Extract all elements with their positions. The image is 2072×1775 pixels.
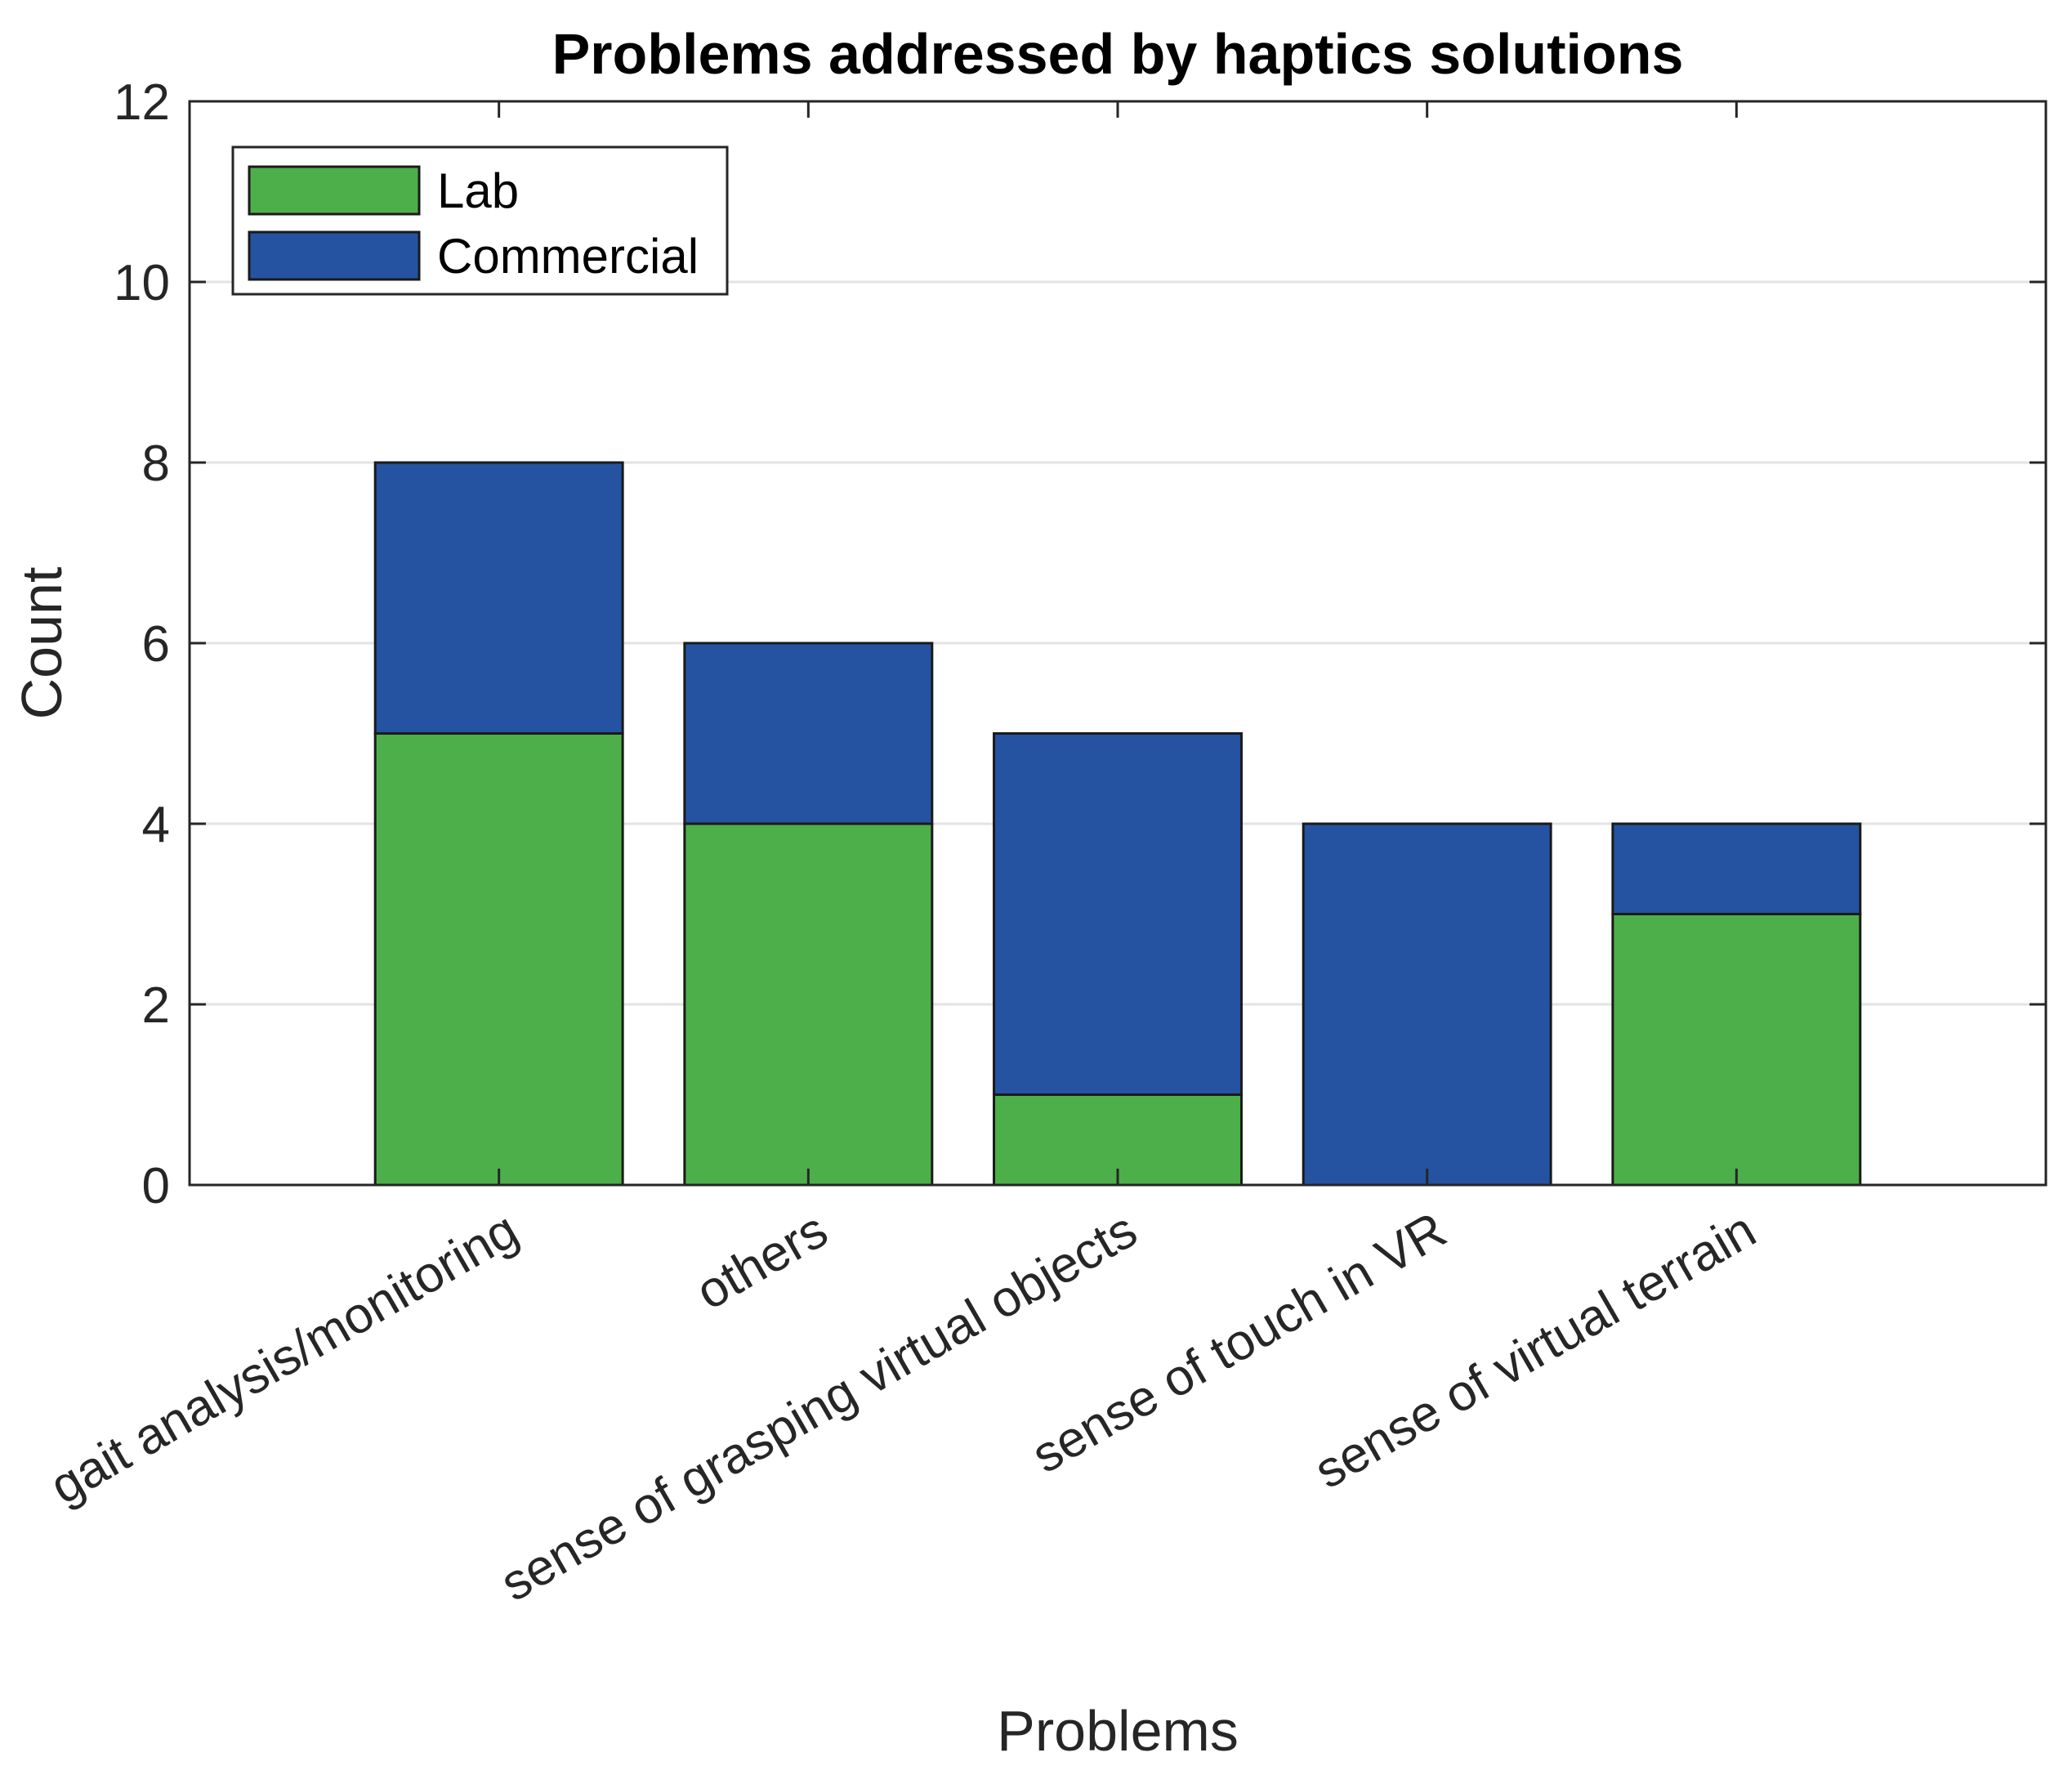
axis-ticks bbox=[190, 100, 2046, 1187]
x-axis-label: Problems bbox=[997, 1699, 1239, 1763]
bars bbox=[373, 461, 1862, 1187]
y-tick-label: 6 bbox=[142, 616, 170, 673]
y-tick-label: 8 bbox=[142, 436, 170, 492]
bar-lab-2 bbox=[683, 822, 934, 1187]
bar-commercial-1 bbox=[373, 461, 624, 735]
y-tick-label: 2 bbox=[142, 977, 170, 1034]
legend-label-lab: Lab bbox=[437, 163, 519, 218]
y-tick-label: 10 bbox=[114, 255, 170, 311]
bar-lab-5 bbox=[1611, 913, 1862, 1187]
y-tick-label: 4 bbox=[142, 797, 170, 853]
bar-lab-1 bbox=[373, 732, 624, 1187]
legend-swatch-commercial bbox=[248, 230, 421, 281]
chart-title: Problems addressed by haptics solutions bbox=[552, 22, 1684, 86]
legend-label-commercial: Commercial bbox=[437, 229, 699, 284]
legend-swatch-lab bbox=[248, 165, 421, 216]
y-axis-label: Count bbox=[10, 567, 74, 720]
legend: Lab Commercial bbox=[231, 145, 729, 296]
y-tick-labels: 0 2 4 6 8 10 12 bbox=[114, 74, 170, 1214]
bar-commercial-4 bbox=[1302, 822, 1552, 1187]
x-tick-label: others bbox=[687, 1201, 837, 1321]
bar-commercial-2 bbox=[683, 642, 934, 825]
x-tick-label: gait analysis/monitoring bbox=[41, 1201, 528, 1515]
y-tick-label: 0 bbox=[142, 1158, 170, 1214]
bar-commercial-3 bbox=[993, 732, 1243, 1096]
x-tick-label: sense of grasping virtual objects bbox=[491, 1201, 1146, 1612]
bar-commercial-5 bbox=[1611, 822, 1862, 915]
y-tick-label: 12 bbox=[114, 74, 170, 131]
